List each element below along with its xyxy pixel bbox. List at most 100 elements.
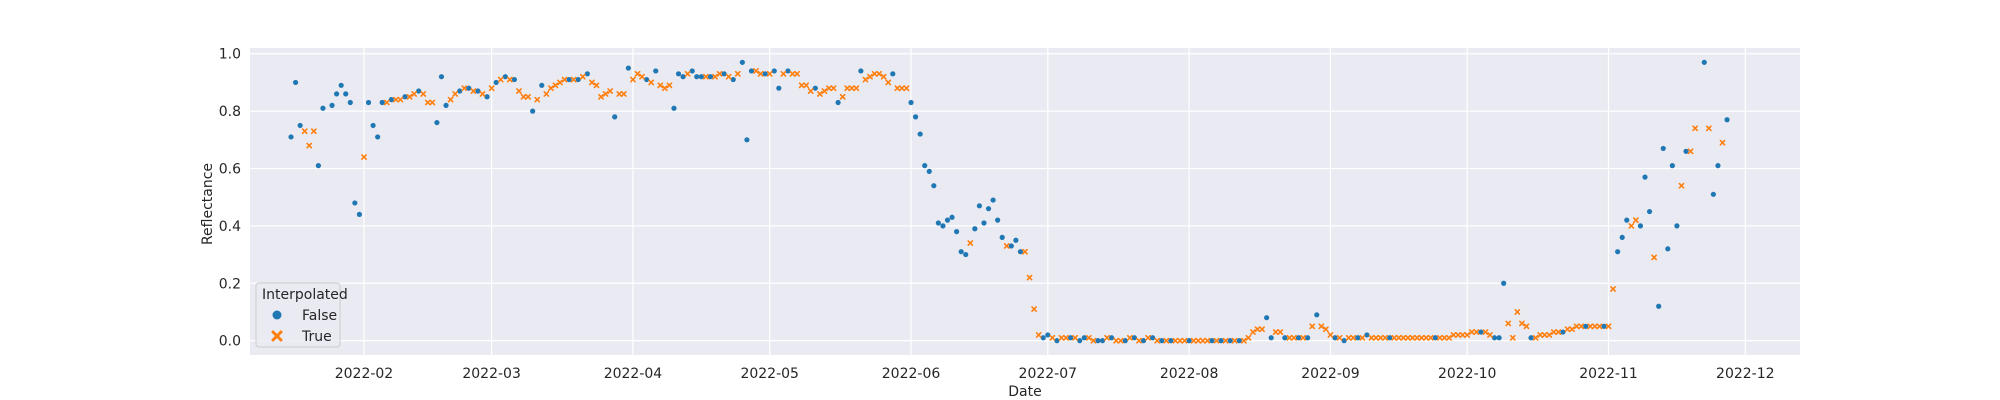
- data-point-true: [1482, 329, 1489, 335]
- data-point-true: [1259, 326, 1265, 333]
- data-point-false: [917, 131, 923, 137]
- data-point-false: [940, 223, 946, 229]
- data-point-true: [1272, 329, 1279, 335]
- x-axis-label: Date: [1008, 384, 1041, 400]
- data-point-true: [1154, 337, 1161, 344]
- data-point-true: [452, 91, 459, 97]
- data-point-false: [1528, 335, 1534, 341]
- data-point-false: [466, 85, 472, 91]
- data-point-true: [1318, 323, 1325, 330]
- data-point-false: [416, 88, 422, 94]
- data-point-true: [1117, 337, 1124, 344]
- data-point-true: [1368, 334, 1375, 341]
- data-point-true: [1136, 337, 1142, 344]
- data-point-false: [1159, 338, 1165, 344]
- data-point-true: [894, 85, 901, 92]
- data-point-true: [1254, 326, 1261, 333]
- data-point-false: [730, 76, 736, 83]
- data-point-true: [593, 82, 600, 89]
- data-point-true: [871, 70, 878, 77]
- data-point-false: [999, 234, 1005, 240]
- data-point-false: [671, 105, 677, 111]
- data-point-true: [1610, 286, 1616, 292]
- data-point-true: [1003, 243, 1010, 249]
- data-point-true: [1628, 222, 1635, 229]
- data-point-false: [484, 94, 490, 100]
- data-point-true: [1359, 334, 1366, 341]
- data-point-true: [1591, 323, 1598, 330]
- x-tick-label: 2022-07: [1019, 366, 1078, 382]
- data-point-true: [1573, 323, 1580, 330]
- data-point-true: [1291, 334, 1297, 341]
- data-point-true: [570, 76, 577, 83]
- data-point-false: [1109, 335, 1115, 341]
- data-point-true: [310, 128, 317, 135]
- x-tick-label: 2022-04: [604, 366, 663, 382]
- data-point-false: [1674, 223, 1680, 229]
- data-point-false: [375, 134, 381, 140]
- data-point-false: [1364, 332, 1370, 338]
- x-tick-label: 2022-11: [1579, 366, 1638, 382]
- data-point-true: [429, 99, 436, 106]
- data-point-true: [867, 73, 873, 80]
- data-point-false: [502, 74, 508, 80]
- data-point-false: [653, 68, 659, 74]
- data-point-true: [798, 82, 805, 89]
- data-point-true: [807, 88, 814, 94]
- data-point-true: [1719, 139, 1726, 146]
- data-point-true: [1163, 337, 1170, 344]
- data-point-true: [1199, 337, 1206, 344]
- data-point-true: [1405, 334, 1411, 341]
- data-point-true: [392, 96, 399, 103]
- data-point-false: [1045, 332, 1051, 338]
- data-point-false: [338, 82, 344, 88]
- data-point-false: [288, 134, 294, 140]
- data-point-false: [689, 68, 695, 74]
- data-point-true: [1177, 337, 1183, 344]
- data-point-false: [675, 71, 682, 77]
- data-point-false: [1067, 335, 1074, 341]
- data-point-true: [589, 79, 595, 86]
- x-tick-label: 2022-06: [882, 366, 941, 382]
- x-tick-label: 2022-09: [1301, 366, 1360, 382]
- data-point-true: [648, 79, 655, 86]
- data-point-false: [1227, 338, 1233, 344]
- data-point-false: [1656, 303, 1662, 309]
- data-point-true: [1578, 323, 1585, 330]
- data-point-false: [457, 88, 463, 94]
- y-tick-label: 0.8: [219, 104, 241, 120]
- data-point-true: [821, 88, 828, 94]
- data-point-true: [1063, 334, 1069, 341]
- data-point-false: [771, 68, 777, 74]
- data-point-false: [1724, 117, 1730, 123]
- data-point-true: [1464, 332, 1471, 338]
- data-point-true: [598, 93, 604, 100]
- data-point-true: [1505, 320, 1512, 327]
- data-point-false: [1305, 335, 1311, 341]
- data-point-false: [1501, 280, 1507, 286]
- legend-false-marker: [272, 310, 282, 320]
- data-point-false: [1615, 249, 1621, 255]
- data-point-false: [1314, 312, 1320, 318]
- data-point-true: [716, 70, 723, 77]
- data-point-true: [301, 128, 308, 135]
- data-point-true: [876, 70, 883, 77]
- data-point-true: [1072, 334, 1079, 341]
- data-point-true: [757, 70, 764, 77]
- data-point-true: [470, 88, 477, 94]
- data-point-true: [1541, 332, 1548, 338]
- data-point-true: [397, 96, 404, 103]
- y-tick-label: 0.4: [219, 219, 241, 235]
- data-point-false: [680, 74, 686, 80]
- y-tick-label: 0.2: [219, 276, 241, 292]
- data-point-true: [830, 85, 837, 92]
- data-point-true: [1487, 332, 1493, 338]
- data-point-false: [835, 99, 841, 106]
- data-point-true: [447, 96, 454, 103]
- data-point-true: [1350, 334, 1357, 341]
- data-point-true: [1245, 334, 1252, 341]
- data-point-true: [844, 85, 851, 92]
- data-point-true: [543, 91, 550, 97]
- data-point-false: [1150, 335, 1156, 341]
- data-point-false: [644, 76, 650, 83]
